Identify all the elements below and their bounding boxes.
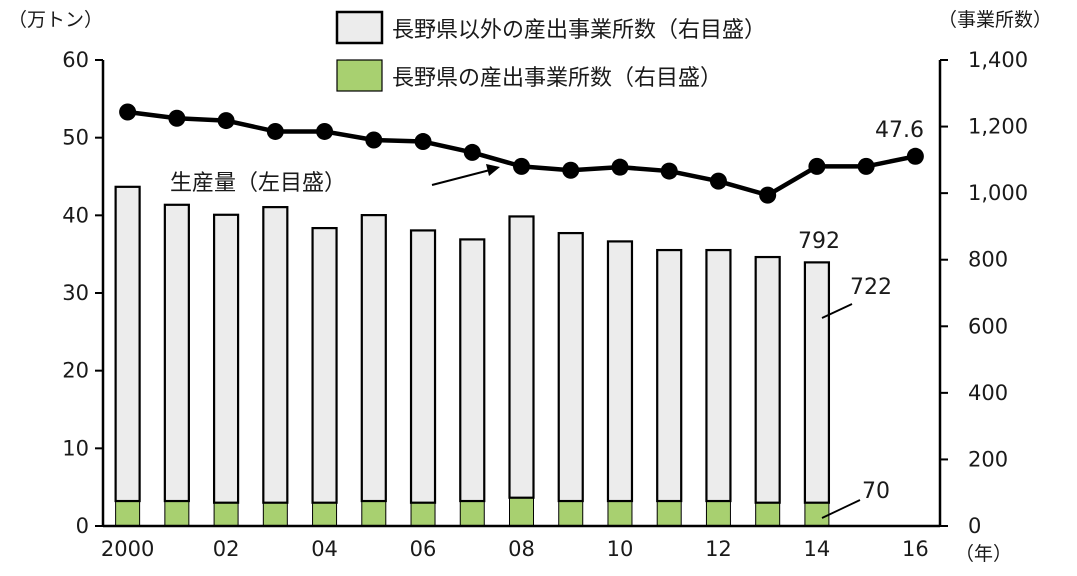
left-axis-unit-label: （万トン） <box>8 9 103 31</box>
x-tick-label: 12 <box>705 537 732 561</box>
production-point <box>266 122 284 140</box>
legend-swatch-nagano <box>336 59 383 92</box>
bar-other <box>606 240 634 503</box>
production-line <box>119 103 924 204</box>
axes <box>101 60 942 528</box>
left-tick-label: 20 <box>62 359 89 383</box>
bar-other <box>409 229 437 504</box>
bar-nagano <box>656 500 682 527</box>
production-point <box>168 109 186 127</box>
x-tick-label: 16 <box>902 537 929 561</box>
production-point <box>119 103 137 121</box>
right-axis-unit-label: （事業所数） <box>938 9 1052 31</box>
line-annotation-arrow <box>431 169 491 186</box>
line-series-annotation: 生産量（左目盛） <box>170 171 346 196</box>
left-tick-label: 10 <box>62 436 89 460</box>
bar-nagano <box>213 502 239 527</box>
bar-nagano <box>509 497 534 527</box>
production-point <box>316 122 334 140</box>
last-total-label: 792 <box>798 229 840 254</box>
bar-nagano <box>361 500 387 527</box>
production-point <box>414 133 432 151</box>
right-tick-label: 800 <box>968 248 1008 272</box>
right-tick-label: 1,200 <box>968 115 1028 139</box>
line-annotation-arrowhead <box>486 164 500 176</box>
x-tick-label: 10 <box>607 537 634 561</box>
x-tick-label: 2000 <box>101 537 154 561</box>
x-tick-label: 08 <box>508 537 535 561</box>
bar-other <box>262 206 289 504</box>
last-nagano-label: 70 <box>862 479 890 504</box>
x-axis-unit-label: （年） <box>955 543 1012 565</box>
bar-nagano <box>410 502 436 527</box>
x-axis-ticks: 2000 02 04 06 08 10 12 14 16 <box>101 537 929 561</box>
bar-nagano <box>607 500 633 527</box>
production-point <box>513 157 530 175</box>
production-point <box>709 172 727 190</box>
right-tick-label: 600 <box>968 314 1008 338</box>
production-point <box>906 147 924 165</box>
production-point <box>808 157 826 175</box>
legend-label-other: 長野県以外の産出事業所数（右目盛） <box>392 18 766 43</box>
legend-swatch-other <box>335 10 384 45</box>
left-tick-label: 60 <box>62 48 89 72</box>
production-point <box>217 112 235 130</box>
left-axis-ticks: 0 10 20 30 40 50 60 <box>62 48 103 538</box>
bar-other <box>114 185 141 503</box>
production-point <box>365 131 383 149</box>
bar-nagano <box>558 500 584 527</box>
last-other-leader <box>821 303 853 319</box>
right-tick-label: 0 <box>968 514 981 538</box>
x-tick-label: 06 <box>410 537 437 561</box>
right-tick-label: 200 <box>968 447 1008 471</box>
production-point <box>611 158 629 176</box>
bars <box>114 185 831 527</box>
right-tick-label: 1,000 <box>968 181 1028 205</box>
bar-nagano <box>705 500 731 527</box>
legend: 長野県以外の産出事業所数（右目盛） 長野県の産出事業所数（右目盛） <box>335 10 766 92</box>
bar-other <box>360 214 387 503</box>
right-tick-label: 400 <box>968 381 1008 405</box>
bar-other <box>557 231 584 503</box>
bar-other <box>754 255 781 504</box>
bar-nagano <box>804 502 830 527</box>
production-point <box>660 162 678 180</box>
legend-label-nagano: 長野県の産出事業所数（右目盛） <box>392 66 722 91</box>
left-tick-label: 40 <box>62 203 89 227</box>
x-tick-label: 02 <box>213 537 240 561</box>
bar-other <box>656 248 683 503</box>
production-point <box>562 161 580 179</box>
bar-nagano <box>164 500 190 527</box>
bar-other <box>212 213 240 504</box>
right-tick-label: 1,400 <box>968 48 1028 72</box>
x-tick-label: 14 <box>804 537 831 561</box>
bar-other <box>508 215 535 499</box>
left-tick-label: 30 <box>62 281 89 305</box>
last-line-value-label: 47.6 <box>875 118 924 143</box>
x-tick-label: 04 <box>311 537 338 561</box>
bar-other <box>803 261 831 504</box>
bar-nagano <box>459 500 485 527</box>
bar-other <box>311 226 338 504</box>
bar-other <box>163 203 190 503</box>
bar-nagano <box>262 502 288 527</box>
bar-other <box>459 238 486 503</box>
last-nagano-leader <box>821 499 861 519</box>
production-point <box>759 186 777 204</box>
bar-nagano <box>115 500 141 527</box>
last-other-label: 722 <box>850 275 892 300</box>
left-tick-label: 0 <box>76 514 89 538</box>
bar-nagano <box>755 502 781 527</box>
bar-other <box>705 248 732 503</box>
production-point <box>857 157 875 175</box>
left-tick-label: 50 <box>62 126 89 150</box>
bar-nagano <box>312 502 338 527</box>
right-axis-ticks: 0 200 400 600 800 1,000 1,200 1,400 <box>940 48 1028 538</box>
production-point <box>463 143 481 161</box>
